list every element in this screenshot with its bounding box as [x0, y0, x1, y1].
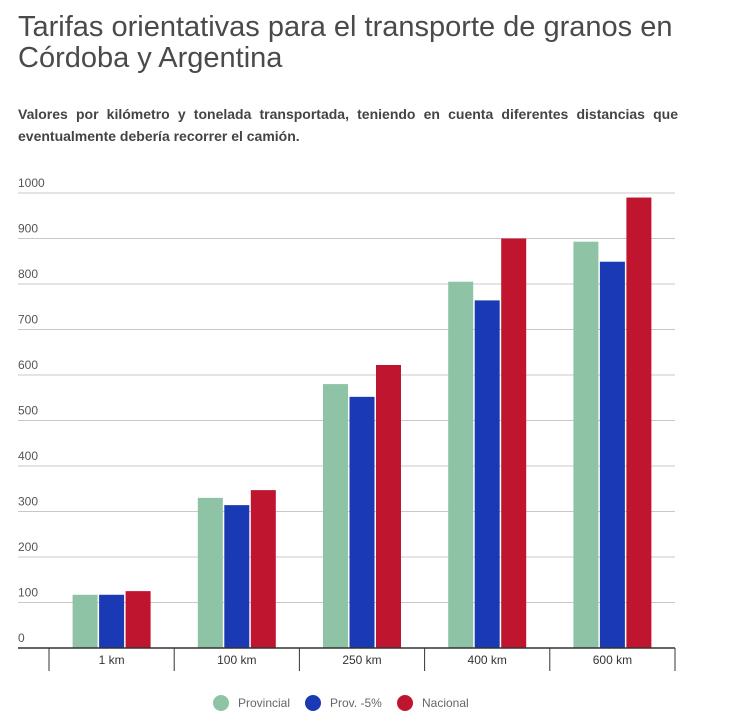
y-tick-label: 300 [18, 495, 38, 509]
bar-nacional-2[interactable] [376, 364, 401, 648]
legend-swatch-prov-5 [305, 695, 321, 711]
x-tick-label: 600 km [593, 653, 632, 667]
y-tick-label: 400 [18, 449, 38, 463]
y-tick-label: 1000 [18, 176, 45, 190]
legend-item-nacional[interactable]: Nacional [397, 695, 469, 711]
bar-prov-5--4[interactable] [599, 261, 625, 648]
bars [72, 197, 652, 649]
bar-prov-5--2[interactable] [349, 396, 375, 648]
bar-chart: 0 100 200 300 400 500 600 700 800 900 1000 1 km 100… [18, 176, 676, 671]
x-tick-label: 1 km [99, 653, 125, 667]
bar-prov-5--3[interactable] [474, 300, 500, 648]
legend-label-provincial: Provincial [238, 696, 291, 710]
chart-subtitle: Valores por kilómetro y tonelada transpo… [18, 106, 678, 144]
legend-label-nacional: Nacional [422, 696, 469, 710]
y-tick-label: 200 [18, 540, 38, 554]
legend-label-prov-5: Prov. -5% [330, 696, 382, 710]
y-tick-label: 100 [18, 586, 38, 600]
legend-swatch-provincial [213, 695, 229, 711]
bar-prov-5--0[interactable] [99, 594, 125, 648]
x-axis: 1 km 100 km 250 km 400 km 600 km [18, 647, 676, 671]
chart-title: Tarifas orientativas para el transporte … [18, 11, 673, 74]
bar-provincial-3[interactable] [448, 281, 474, 648]
y-axis-ticks: 0 100 200 300 400 500 600 700 800 900 1000 [18, 176, 45, 645]
x-tick-label: 400 km [468, 653, 507, 667]
bar-provincial-2[interactable] [323, 384, 348, 648]
bar-provincial-0[interactable] [72, 594, 98, 648]
bar-provincial-4[interactable] [573, 241, 599, 648]
legend-item-prov-5[interactable]: Prov. -5% [305, 695, 382, 711]
x-tick-label: 100 km [217, 653, 256, 667]
bar-prov-5--1[interactable] [224, 505, 250, 648]
bar-nacional-3[interactable] [501, 238, 527, 649]
legend-swatch-nacional [397, 695, 413, 711]
y-tick-label: 0 [18, 631, 25, 645]
x-tick-label: 250 km [342, 653, 381, 667]
y-tick-label: 700 [18, 313, 38, 327]
bar-nacional-0[interactable] [125, 591, 151, 648]
y-tick-label: 900 [18, 222, 38, 236]
bar-nacional-4[interactable] [626, 197, 652, 649]
y-tick-label: 800 [18, 267, 38, 281]
y-tick-label: 600 [18, 358, 38, 372]
bar-nacional-1[interactable] [250, 490, 276, 648]
bar-provincial-1[interactable] [197, 497, 223, 648]
y-tick-label: 500 [18, 404, 38, 418]
legend-item-provincial[interactable]: Provincial [213, 695, 290, 711]
legend: Provincial Prov. -5% Nacional [0, 695, 735, 715]
